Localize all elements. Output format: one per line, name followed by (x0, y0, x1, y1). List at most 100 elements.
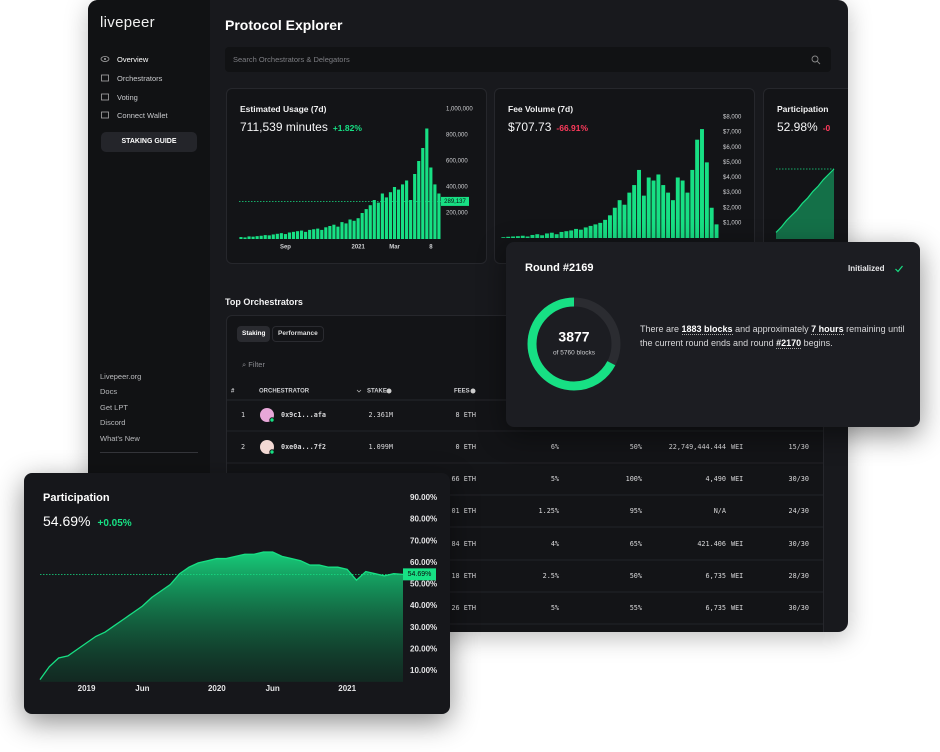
bar (312, 229, 316, 239)
bar (598, 222, 603, 238)
fees: 66 ETH (451, 475, 476, 483)
footer-link[interactable]: Docs (100, 387, 118, 396)
bar (700, 129, 704, 238)
y-tick-label: $5,000 (723, 160, 742, 166)
bar (267, 235, 271, 239)
nav-icons (100, 56, 110, 119)
round-text: There are 1883 blocks and approximately … (640, 322, 906, 350)
nav-item[interactable]: Orchestrators (117, 74, 163, 83)
y-tick-label: $4,000 (723, 175, 742, 181)
bar (535, 234, 540, 238)
nav-item[interactable]: Voting (117, 93, 138, 102)
fee-cut: 95% (630, 507, 642, 515)
days: 24/30 (789, 507, 809, 515)
footer-link[interactable]: Livepeer.org (100, 372, 142, 381)
bar (255, 236, 259, 239)
footer-link[interactable]: What's New (100, 434, 140, 443)
round-panel: Round #2169 Initialized 3877 of 5760 blo… (506, 242, 920, 427)
fees: 8 ETH (456, 411, 476, 419)
x-tick-label: 2019 (78, 684, 96, 693)
y-tick-label: 90.00% (410, 493, 437, 502)
reference-label: 289,137 (444, 199, 466, 205)
bar (409, 200, 413, 239)
tab[interactable]: Staking (237, 326, 271, 342)
search-bar[interactable]: Search Orchestrators & Delegators (225, 47, 831, 72)
bar (506, 236, 511, 238)
reference-badge (403, 568, 436, 581)
bar (364, 209, 368, 239)
bar (344, 223, 348, 239)
days: 30/30 (789, 475, 809, 483)
logo[interactable]: livepeer (100, 14, 155, 31)
bar (540, 235, 545, 238)
bar (569, 230, 574, 238)
bar (554, 234, 559, 238)
staking-guide-button[interactable]: STAKING GUIDE (101, 132, 197, 152)
bar (622, 204, 627, 238)
bar (340, 222, 344, 239)
x-tick-label: 8 (429, 245, 433, 251)
bar (243, 237, 247, 239)
bar (520, 235, 525, 238)
reward-cut: 1.25% (539, 507, 559, 515)
rank: 1 (241, 411, 245, 419)
text: begins. (801, 338, 833, 348)
y-tick-label: 200,000 (446, 211, 468, 217)
footer-link[interactable]: Get LPT (100, 403, 128, 412)
nav-item[interactable]: Overview (117, 55, 149, 64)
y-tick-label: 600,000 (446, 159, 468, 165)
value: 711,539 minutes (240, 120, 328, 134)
bar (437, 193, 441, 239)
nav-item[interactable]: Connect Wallet (117, 111, 168, 120)
reference-label: 54.69% (408, 571, 432, 578)
bar (680, 180, 685, 238)
text: remaining until the current round ends a… (640, 324, 905, 348)
bar (515, 236, 520, 238)
reward-cut: 6% (551, 443, 559, 451)
tab[interactable]: Performance (272, 326, 324, 342)
footer-link[interactable]: Discord (100, 418, 126, 427)
price: 421.406 (697, 540, 726, 548)
participation-card: Participation 52.98% -0 (763, 88, 848, 264)
bar (372, 200, 376, 239)
section-title: Top Orchestrators (225, 297, 303, 307)
bar (637, 169, 641, 238)
address: 0xe0a...7f2 (281, 443, 326, 451)
bar (603, 219, 608, 238)
bar (368, 205, 372, 239)
value: 54.69% (43, 513, 91, 529)
bar (670, 200, 675, 238)
bar (612, 207, 617, 238)
price: 22,749,444.444 (669, 443, 726, 451)
bar (695, 139, 700, 238)
x-tick-label: 2021 (338, 684, 356, 693)
price: N/A (714, 507, 726, 515)
y-tick-label: 800,000 (446, 133, 468, 139)
y-tick-label: $6,000 (723, 145, 742, 151)
bar (413, 174, 417, 239)
bar (316, 228, 320, 239)
card-title: Fee Volume (7d) (508, 104, 574, 114)
check-icon (895, 265, 903, 273)
bar (501, 237, 506, 238)
filter[interactable]: ⌕ Filter (242, 360, 265, 369)
blocks-done: 3877 (558, 329, 589, 345)
bar (295, 231, 300, 239)
change: +0.05% (97, 518, 132, 529)
price: 6,735 (706, 572, 726, 580)
fee-card: Fee Volume (7d) $707.73 -66.91% $8,000 $7,… (494, 88, 755, 264)
bar (429, 167, 433, 239)
bar (287, 232, 292, 239)
bar (291, 231, 296, 239)
next-round[interactable]: #2170 (776, 338, 802, 349)
bar (356, 218, 360, 239)
blocks-total: of 5760 blocks (553, 350, 596, 357)
round-title: Round #2169 (525, 262, 594, 274)
y-tick-label: $8,000 (723, 115, 742, 121)
bar (593, 224, 598, 238)
chart: 1,000,000 800,000 600,000 400,000 200,000 Sep… (239, 107, 473, 251)
bar (239, 237, 243, 239)
address: 0x9c1...afa (281, 411, 326, 419)
round-progress: 3877 of 5760 blocks (527, 297, 621, 391)
bar (525, 236, 530, 238)
